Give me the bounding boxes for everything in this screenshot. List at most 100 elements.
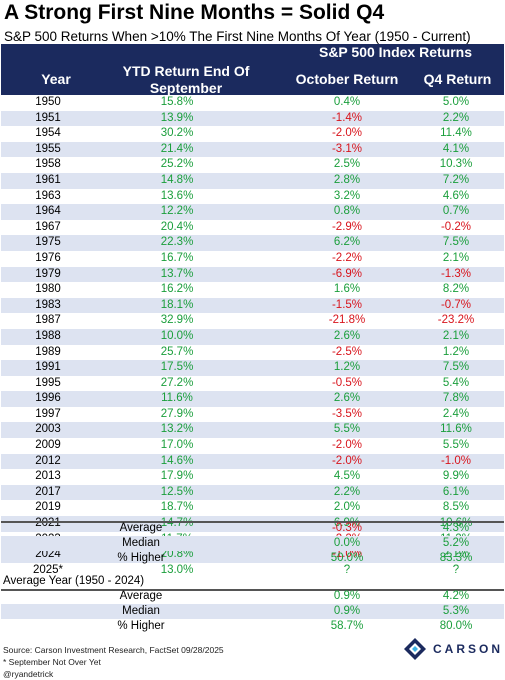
table-row: 1995 27.2% -0.5% 5.4%: [1, 376, 504, 392]
table-row: 1997 27.9% -3.5% 2.4%: [1, 407, 504, 423]
cell-q4: 5.4%: [442, 376, 470, 389]
summary-label: Average: [119, 522, 163, 534]
summary-row: % Higher 58.7% 80.0%: [1, 619, 504, 634]
summary-oct: 58.7%: [330, 620, 364, 632]
cell-year: 1958: [35, 158, 61, 171]
cell-oct: 6.2%: [333, 236, 361, 249]
cell-oct: 2.6%: [333, 392, 361, 405]
summary-row: Average -0.3% 4.3%: [1, 521, 504, 536]
summary-oct: 0.9%: [333, 605, 361, 617]
author-handle: @ryandetrick: [3, 669, 54, 679]
table-row: 2003 13.2% 5.5% 11.6%: [1, 422, 504, 439]
table-row: 1964 12.2% 0.8% 0.7%: [1, 204, 504, 220]
cell-q4: 9.9%: [442, 470, 470, 483]
cell-q4: 4.1%: [442, 142, 470, 155]
summary-q4: 4.3%: [442, 522, 470, 534]
cell-ytd: 21.4%: [160, 142, 194, 155]
table-row: 1996 11.6% 2.6% 7.8%: [1, 391, 504, 407]
cell-ytd: 16.7%: [160, 251, 194, 264]
cell-year: 1989: [35, 345, 61, 358]
cell-year: 2012: [35, 454, 61, 467]
cell-year: 1963: [35, 189, 61, 202]
cell-year: 1979: [35, 267, 61, 280]
cell-ytd: 12.5%: [160, 485, 194, 498]
cell-year: 2019: [35, 501, 61, 514]
cell-ytd: 11.6%: [161, 392, 193, 405]
cell-year: 1996: [35, 392, 61, 405]
source-note: Source: Carson Investment Research, Fact…: [3, 645, 224, 655]
cell-ytd: 17.5%: [160, 361, 194, 374]
table-row: 1987 32.9% -21.8% -23.2%: [1, 313, 504, 329]
cell-year: 1954: [35, 127, 61, 140]
cell-oct: -3.5%: [331, 407, 363, 420]
cell-oct: -2.5%: [331, 345, 363, 358]
cell-oct: 2.5%: [333, 158, 361, 171]
cell-ytd: 25.2%: [160, 158, 194, 171]
summary-q4: 80.0%: [439, 620, 473, 632]
cell-year: 2021: [35, 517, 61, 530]
cell-ytd: 27.9%: [160, 407, 194, 420]
cell-oct: -1.5%: [331, 298, 363, 311]
carson-logo-text: CARSON: [433, 642, 504, 656]
cell-year: 1983: [35, 298, 61, 311]
cell-q4: 7.5%: [442, 236, 470, 249]
cell-year: 1995: [35, 376, 61, 389]
cell-ytd: 25.7%: [160, 345, 194, 358]
data-table: 1950 15.8% 0.4% 5.0% 1951 13.9% -1.4% 2.2% 1954 3…: [1, 95, 504, 578]
cell-year: 2003: [35, 423, 61, 436]
cell-q4: 6.1%: [442, 485, 470, 498]
cell-year: 1951: [35, 111, 61, 124]
cell-q4: 2.1%: [442, 548, 470, 561]
cell-q4: 2.1%: [442, 329, 470, 342]
cell-year: 2009: [35, 439, 61, 452]
cell-ytd: 20.8%: [160, 548, 194, 561]
header-ytd: YTD Return End Of September: [122, 63, 250, 96]
page-subtitle: S&P 500 Returns When >10% The First Nine…: [4, 29, 471, 44]
cell-year: 1991: [35, 361, 61, 374]
cell-year: 1950: [35, 96, 61, 108]
average-year-title: Average Year (1950 - 2024): [3, 575, 145, 587]
cell-year: 1980: [35, 283, 61, 296]
cell-q4: 5.5%: [442, 439, 470, 452]
table-row: 1954 30.2% -2.0% 11.4%: [1, 126, 504, 142]
summary-label: % Higher: [117, 620, 165, 632]
summary-table: Average -0.3% 4.3% Median 0.0% 5.2% % Higher 50…: [1, 521, 504, 566]
cell-ytd: 13.2%: [160, 423, 194, 436]
cell-ytd: 12.2%: [160, 205, 194, 218]
cell-oct: 4.5%: [333, 470, 361, 483]
cell-q4: -23.2%: [437, 314, 475, 327]
cell-ytd: 18.7%: [160, 501, 194, 514]
cell-q4: -1.0%: [440, 454, 472, 467]
cell-oct: 2.8%: [333, 173, 361, 186]
table-row: 2024 20.8% -1.0% 2.1%: [1, 547, 504, 563]
header-q4: Q4 Return: [423, 71, 492, 87]
summary-row: Average 0.9% 4.2%: [1, 589, 504, 604]
cell-ytd: 13.0%: [160, 563, 194, 576]
cell-ytd: 13.7%: [160, 267, 194, 280]
cell-q4: -0.7%: [440, 298, 472, 311]
table-row: 1967 20.4% -2.9% -0.2%: [1, 220, 504, 236]
cell-oct: -0.5%: [331, 376, 363, 389]
cell-oct: 0.8%: [333, 205, 361, 218]
summary-q4: 5.2%: [442, 537, 470, 549]
table-row: 1979 13.7% -6.9% -1.3%: [1, 266, 504, 283]
cell-ytd: 27.2%: [160, 376, 194, 389]
avg-divider: [1, 589, 504, 591]
table-row: 1963 13.6% 3.2% 4.6%: [1, 189, 504, 205]
summary-label: Average: [119, 590, 163, 602]
cell-ytd: 17.0%: [160, 439, 194, 452]
cell-ytd: 14.8%: [160, 173, 194, 186]
cell-oct: -2.0%: [331, 127, 363, 140]
cell-oct: 3.2%: [333, 189, 361, 202]
summary-oct: 0.0%: [333, 537, 361, 549]
cell-ytd: 10.0%: [160, 329, 194, 342]
cell-q4: 10.3%: [439, 158, 473, 171]
carson-logo-icon: [404, 638, 426, 660]
cell-year: 1964: [35, 205, 61, 218]
cell-year: 1997: [35, 407, 61, 420]
cell-ytd: 16.2%: [160, 283, 194, 296]
cell-q4: 0.7%: [442, 205, 470, 218]
table-row: 1988 10.0% 2.6% 2.1%: [1, 328, 504, 345]
summary-label: % Higher: [117, 552, 165, 564]
table-row: 2013 17.9% 4.5% 9.9%: [1, 469, 504, 485]
